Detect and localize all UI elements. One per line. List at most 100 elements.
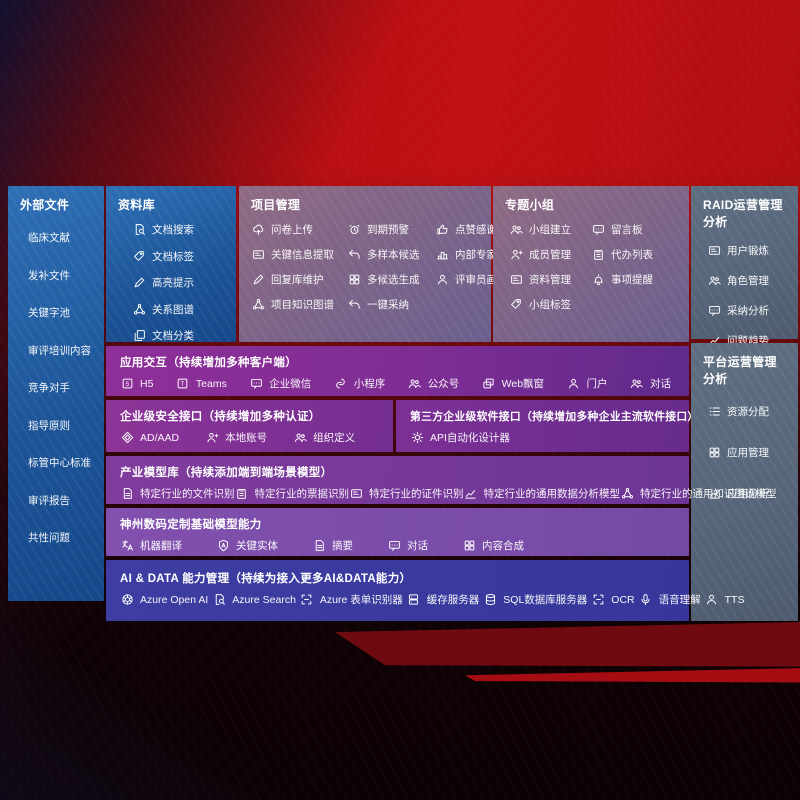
chat-icon: [387, 539, 401, 553]
list-item: 关键实体: [216, 538, 278, 553]
local-account-icon: [205, 431, 219, 445]
list-item: 事项提醒: [591, 272, 673, 287]
row-third-party-interface: 第三方企业级软件接口（持续增加多种企业主流软件接口） API自动化设计器: [396, 400, 698, 452]
svg-text:T: T: [181, 382, 185, 388]
list-item: 到期预警: [347, 222, 435, 237]
row-title: 企业级安全接口（持续增加多种认证）: [120, 411, 321, 423]
list-item: 文档分类: [132, 328, 228, 343]
list-item: 审评报告: [28, 494, 70, 507]
key-entity-icon: [216, 539, 230, 553]
list-item: 特定行业的票据识别: [235, 486, 349, 501]
tts-icon: [705, 593, 719, 607]
azure-openai-icon: [120, 593, 134, 607]
list-item: API自动化设计器: [410, 430, 510, 445]
list-item: 摘要: [312, 538, 353, 553]
speech-understanding-icon: [639, 593, 653, 607]
list-item: 小程序: [334, 376, 385, 391]
list-item: 角色管理: [707, 273, 792, 288]
list-item: 关系图谱: [132, 302, 228, 317]
role-manage-icon: [707, 274, 721, 288]
industry-file-recognition-icon: [120, 487, 134, 501]
list-item: 审评培训内容: [28, 344, 91, 357]
list-item: Web飘窗: [482, 376, 544, 391]
dialog-icon: [630, 377, 644, 391]
list-item: 资料管理: [509, 272, 591, 287]
azure-search-icon: [212, 593, 226, 607]
list-item: 关键信息提取: [251, 247, 347, 262]
h5-icon: 5: [120, 377, 134, 391]
group-tag-icon: [509, 298, 523, 312]
row-security-interface: 企业级安全接口（持续增加多种认证） AD/AAD 本地账号 组织定义: [106, 400, 393, 452]
panel-title: 项目管理: [251, 198, 301, 212]
expert-ranking-icon: [435, 248, 449, 262]
doc-search-icon: [132, 223, 146, 237]
panel-title: 外部文件: [20, 198, 70, 212]
adoption-analysis-icon: [707, 304, 721, 318]
panel-title: 平台运营管理分析: [703, 355, 777, 386]
panel-title: 专题小组: [505, 198, 555, 212]
list-item: 成员管理: [509, 247, 591, 262]
list-item: T Teams: [176, 377, 227, 391]
panel-topic-groups: 专题小组 小组建立 留言板 成员管理 代办列表 资料管理 事项提醒 小组标签: [493, 186, 689, 342]
list-item: Azure 表单识别器: [300, 592, 403, 607]
panel-external-files: 外部文件 临床文献 发补文件 关键字池 审评培训内容 竞争对手 指导原则 标管中心标准 审评报…: [8, 186, 104, 601]
relation-graph-icon: [132, 302, 146, 316]
list-item: 资源分配: [707, 404, 792, 419]
official-account-icon: [408, 377, 422, 391]
list-item: 小组标签: [509, 297, 591, 312]
list-item: Azure Search: [212, 593, 296, 607]
list-item: 缓存服务器: [407, 592, 479, 607]
list-item: 标管中心标准: [28, 457, 91, 469]
list-item: 特定行业的文件识别: [120, 486, 235, 501]
doc-classify-icon: [132, 329, 146, 343]
list-item: 共性问题: [28, 532, 70, 544]
list-item: 一键采纳: [347, 297, 435, 312]
list-item: 特定行业的证件识别: [349, 486, 464, 501]
list-item: 对话: [387, 538, 428, 553]
list-item: AD/AAD: [120, 431, 179, 445]
list-item: 特定行业的通用数据分析模型: [464, 486, 620, 501]
row-title: 应用交互（持续增加多种客户端）: [120, 357, 297, 369]
list-item: 门户: [567, 376, 608, 391]
ocr-icon: [591, 593, 605, 607]
industry-knowledge-graph-model-icon: [620, 487, 634, 501]
due-alarm-icon: [347, 223, 361, 237]
industry-data-analysis-model-icon: [464, 487, 478, 501]
resource-alloc-icon: [707, 405, 721, 419]
web-popup-icon: [482, 377, 496, 391]
list-item: 多样本候选: [347, 247, 435, 262]
list-item: 语音理解: [639, 592, 701, 607]
content-compose-icon: [462, 539, 476, 553]
key-info-extract-icon: [251, 248, 265, 262]
form-recognizer-icon: [300, 593, 314, 607]
todo-list-icon: [591, 248, 605, 262]
row-industry-models: 产业模型库（持续添加端到端场景模型） 特定行业的文件识别 特定行业的票据识别 特定行…: [106, 456, 777, 504]
app-manage-icon: [707, 446, 721, 460]
project-knowledge-graph-icon: [251, 298, 265, 312]
list-item: 机器翻译: [120, 538, 182, 553]
list-item: 应用管理: [707, 445, 792, 460]
list-item: 项目知识图谱: [251, 297, 347, 312]
ad-aad-icon: [120, 431, 134, 445]
list-item: 点赞感谢: [435, 222, 518, 237]
list-item: 公众号: [408, 376, 459, 391]
reminder-bell-icon: [591, 273, 605, 287]
group-create-icon: [509, 223, 523, 237]
one-click-adopt-icon: [347, 298, 361, 312]
list-item: 文档搜索: [132, 222, 228, 237]
panel-repository: 资料库 文档搜索 文档标签 高亮提示 关系图谱 文档分类: [106, 186, 236, 342]
row-title: 产业模型库（持续添加端到端场景模型）: [120, 467, 333, 479]
miniprogram-icon: [334, 377, 348, 391]
panel-platform-analysis: 平台运营管理分析 资源分配 应用管理 应用分析: [691, 343, 798, 621]
panel-title: 资料库: [118, 198, 155, 212]
list-item: SQL数据库服务器: [483, 592, 587, 607]
list-item: 问卷上传: [251, 222, 347, 237]
row-title: 神州数码定制基础模型能力: [120, 519, 262, 531]
list-item: 临床文献: [28, 232, 70, 244]
list-item: 小组建立: [509, 222, 591, 237]
row-custom-base-models: 神州数码定制基础模型能力 机器翻译 关键实体 摘要 对话 内容合成: [106, 508, 689, 556]
list-item: 对话: [630, 376, 671, 391]
list-item: 企业微信: [249, 376, 311, 391]
list-item: 本地账号: [205, 430, 267, 445]
list-item: 5 H5: [120, 377, 153, 391]
